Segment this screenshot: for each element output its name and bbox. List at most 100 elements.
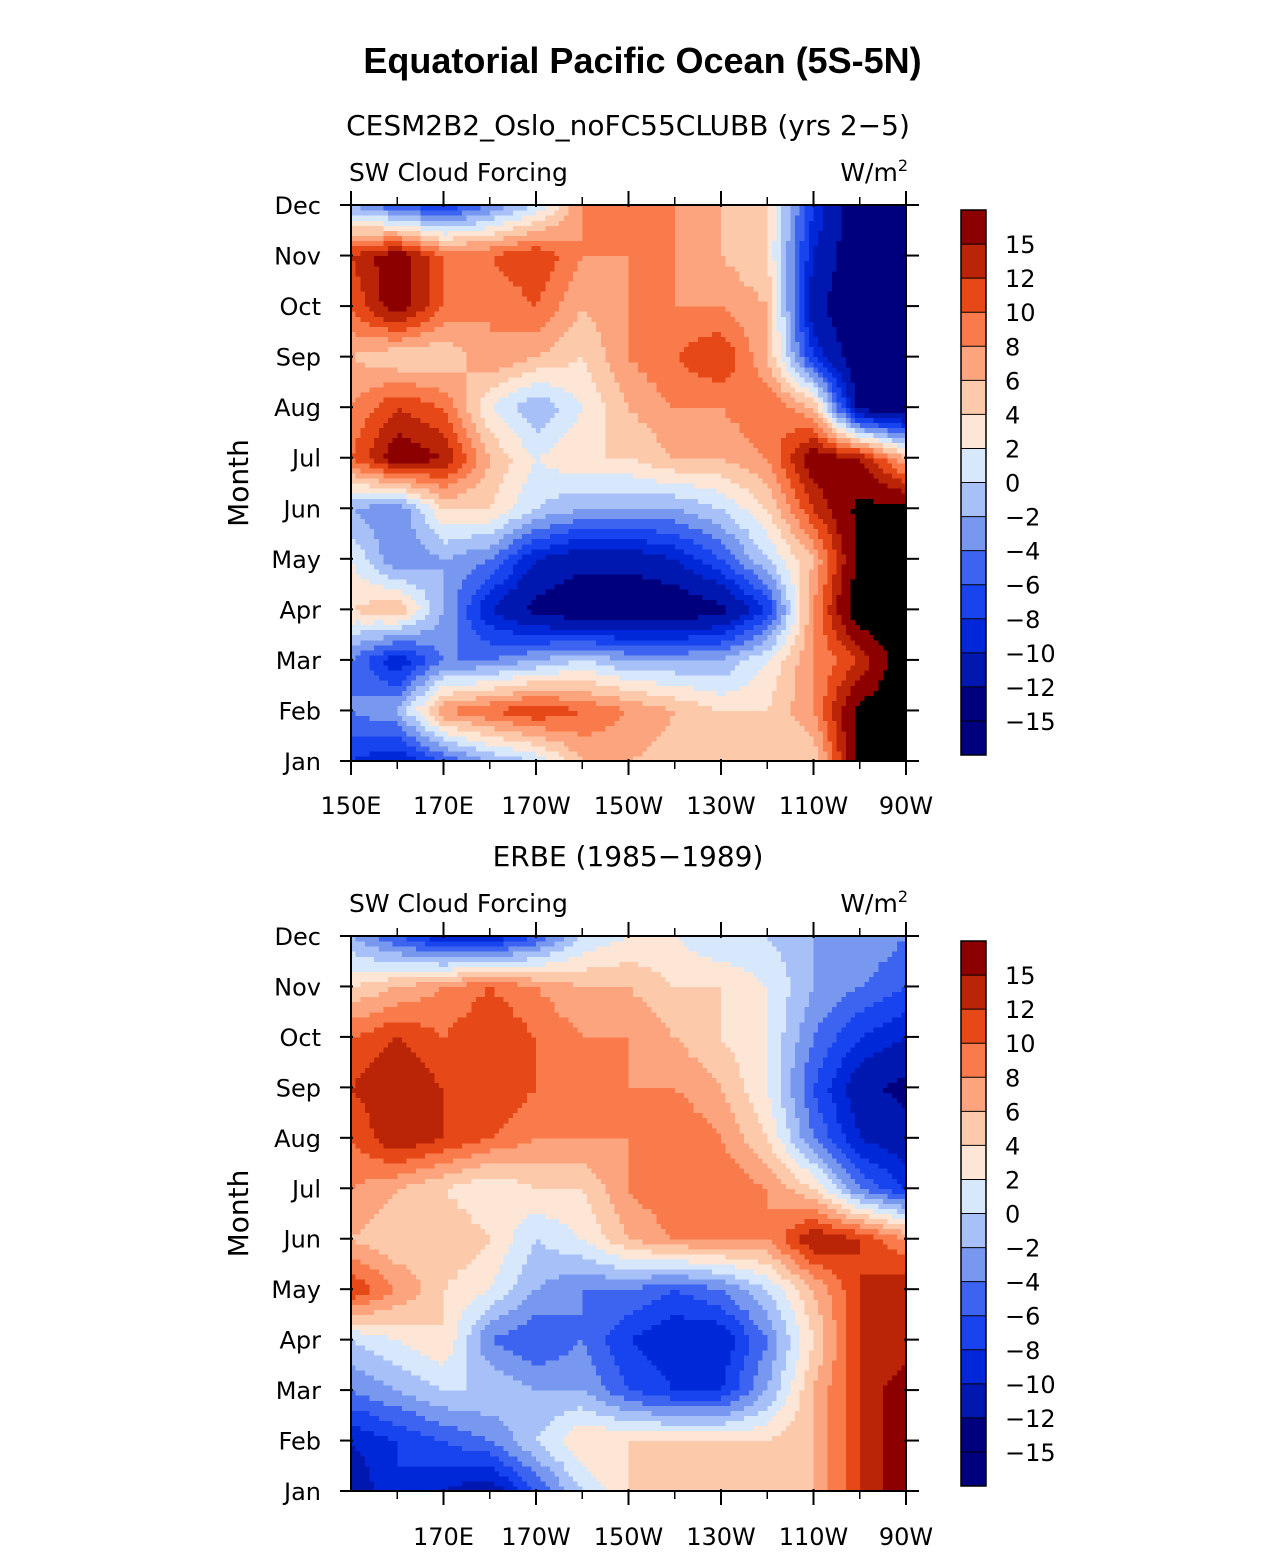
contour-cell: [864, 559, 869, 565]
contour-cell: [716, 619, 721, 625]
contour-cell: [485, 574, 490, 580]
contour-cell: [837, 731, 842, 737]
contour-cell: [869, 685, 874, 691]
contour-cell: [568, 650, 573, 656]
contour-cell: [467, 746, 472, 752]
contour-cell: [841, 690, 846, 696]
contour-cell: [453, 640, 458, 646]
contour-cell: [360, 721, 365, 727]
contour-cell: [407, 559, 412, 565]
contour-cell: [855, 614, 860, 620]
contour-cell: [411, 619, 416, 625]
contour-cell: [892, 675, 897, 681]
contour-cell: [596, 554, 601, 560]
contour-cell: [481, 675, 486, 681]
contour-cell: [869, 655, 874, 661]
contour-cell: [531, 741, 536, 747]
contour-cell: [790, 569, 795, 575]
contour-cell: [564, 690, 569, 696]
contour-cell: [841, 660, 846, 666]
contour-cell: [883, 589, 888, 595]
contour-cell: [841, 731, 846, 737]
contour-cell: [846, 604, 851, 610]
contour-cell: [716, 731, 721, 737]
contour-cell: [379, 589, 384, 595]
contour-cell: [684, 695, 689, 701]
contour-cell: [444, 569, 449, 575]
contour-cell: [624, 736, 629, 742]
contour-cell: [434, 731, 439, 737]
contour-cell: [758, 690, 763, 696]
contour-cell: [679, 625, 684, 631]
contour-cell: [763, 665, 768, 671]
contour-cell: [425, 690, 430, 696]
contour-cell: [416, 690, 421, 696]
contour-cell: [726, 584, 731, 590]
contour-cell: [735, 569, 740, 575]
contour-cell: [661, 741, 666, 747]
contour-cell: [365, 584, 370, 590]
contour-cell: [888, 640, 893, 646]
contour-cell: [749, 741, 754, 747]
contour-cell: [508, 625, 513, 631]
contour-cell: [832, 710, 837, 716]
contour-cell: [476, 690, 481, 696]
contour-cell: [790, 751, 795, 757]
contour-cell: [578, 695, 583, 701]
contour-cell: [356, 609, 361, 615]
contour-cell: [846, 635, 851, 641]
contour-cell: [735, 625, 740, 631]
contour-cell: [476, 619, 481, 625]
contour-cell: [855, 655, 860, 661]
contour-cell: [605, 569, 610, 575]
contour-cell: [393, 751, 398, 757]
contour-cell: [522, 569, 527, 575]
contour-cell: [800, 559, 805, 565]
contour-cell: [823, 655, 828, 661]
contour-cell: [481, 599, 486, 605]
contour-cell: [800, 564, 805, 570]
contour-cell: [814, 670, 819, 676]
contour-cell: [633, 705, 638, 711]
contour-cell: [374, 685, 379, 691]
contour-cell: [693, 670, 698, 676]
contour-cell: [823, 584, 828, 590]
contour-cell: [508, 609, 513, 615]
contour-cell: [365, 721, 370, 727]
contour-cell: [892, 731, 897, 737]
contour-cell: [573, 584, 578, 590]
contour-cell: [763, 650, 768, 656]
contour-cell: [795, 569, 800, 575]
contour-cell: [888, 609, 893, 615]
contour-cell: [666, 650, 671, 656]
contour-cell: [522, 710, 527, 716]
contour-cell: [430, 604, 435, 610]
contour-cell: [379, 746, 384, 752]
contour-cell: [744, 579, 749, 585]
contour-cell: [735, 660, 740, 666]
contour-cell: [818, 619, 823, 625]
contour-cell: [888, 746, 893, 752]
contour-cell: [786, 599, 791, 605]
contour-cell: [721, 731, 726, 737]
contour-cell: [453, 635, 458, 641]
contour-cell: [457, 650, 462, 656]
contour-cell: [767, 579, 772, 585]
contour-cell: [393, 549, 398, 555]
contour-cell: [790, 630, 795, 636]
contour-cell: [550, 690, 555, 696]
contour-cell: [693, 630, 698, 636]
contour-cell: [434, 614, 439, 620]
contour-cell: [767, 584, 772, 590]
contour-cell: [855, 736, 860, 742]
contour-cell: [693, 559, 698, 565]
contour-cell: [467, 589, 472, 595]
contour-cell: [786, 604, 791, 610]
contour-cell: [689, 726, 694, 732]
contour-cell: [795, 650, 800, 656]
contour-cell: [411, 700, 416, 706]
contour-cell: [605, 690, 610, 696]
contour-cell: [656, 705, 661, 711]
contour-cell: [661, 670, 666, 676]
contour-cell: [494, 675, 499, 681]
